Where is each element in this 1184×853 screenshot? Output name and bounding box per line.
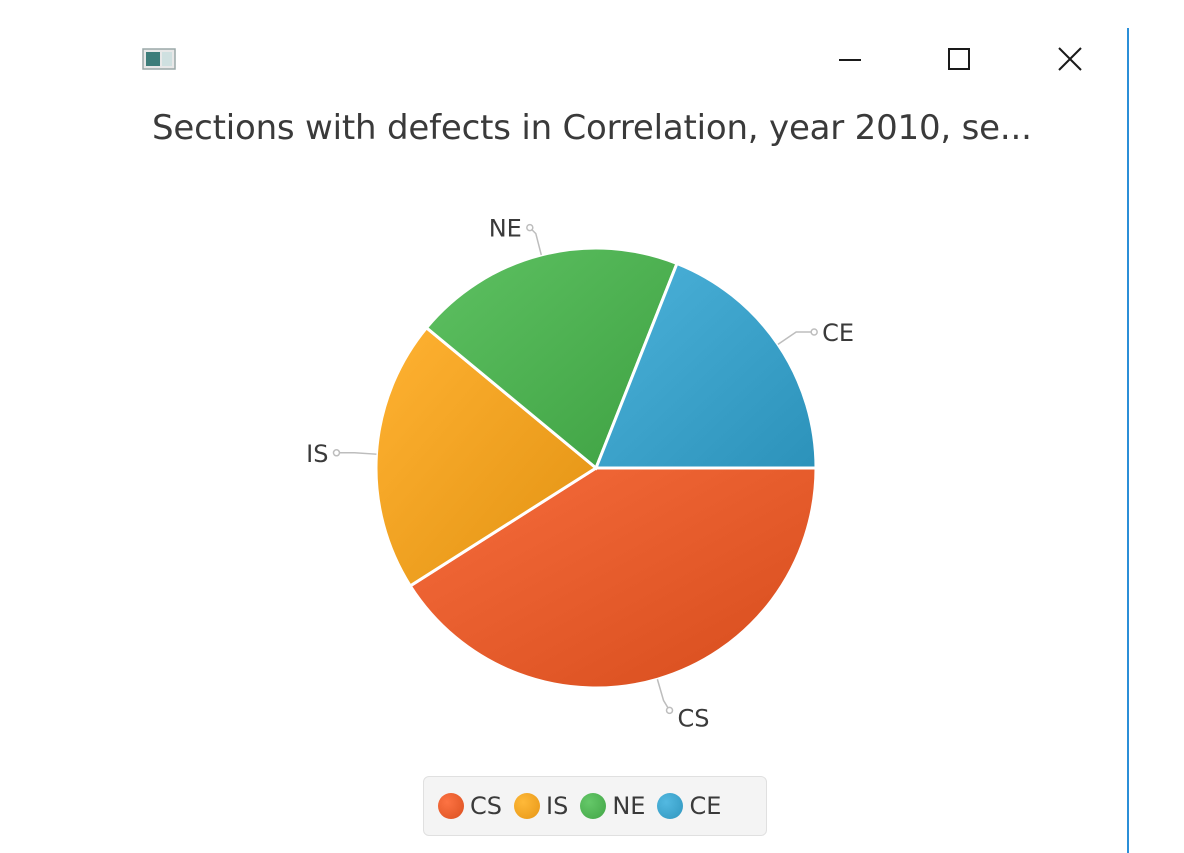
leader-dot (665, 706, 674, 715)
legend-label: NE (612, 792, 646, 820)
leader-line (656, 679, 671, 711)
close-button[interactable] (1040, 34, 1100, 86)
legend-label: CS (470, 792, 502, 820)
legend-item-cs[interactable]: CS (438, 792, 502, 820)
legend-item-is[interactable]: IS (514, 792, 568, 820)
legend-swatch (657, 793, 684, 819)
maximize-button[interactable] (929, 34, 989, 86)
slice-label-cs: CS (656, 679, 710, 732)
legend-label: CE (689, 792, 722, 820)
pie-chart: CS IS NE CE (306, 215, 854, 733)
slice-label-is: IS (306, 440, 377, 468)
slice-label-ne: NE (489, 215, 543, 256)
minimize-icon (839, 59, 861, 61)
legend-swatch (580, 793, 607, 819)
pie-slice-ne[interactable] (424, 246, 679, 471)
leader-line (529, 227, 543, 256)
legend-swatch (438, 793, 464, 819)
chart-legend: CS IS NE CE (423, 776, 767, 836)
leader-line (777, 331, 815, 345)
leader-dot (526, 223, 534, 232)
legend-item-ce[interactable]: CE (657, 792, 721, 820)
window-border (1127, 28, 1129, 853)
slice-label-text: IS (306, 440, 328, 468)
leader-dot (332, 449, 341, 457)
close-icon (1058, 47, 1082, 71)
leader-dot (810, 328, 818, 336)
app-icon (142, 48, 176, 70)
slice-label-text: CS (678, 704, 710, 732)
maximize-icon (948, 48, 970, 70)
slice-label-ce: CE (777, 319, 854, 347)
legend-label: IS (546, 792, 569, 820)
legend-swatch (514, 793, 540, 819)
chart-window: Sections with defects in Correlation, ye… (142, 28, 1129, 853)
slice-label-text: CE (822, 319, 854, 347)
pie-slice-is[interactable] (374, 325, 599, 588)
leader-line (336, 452, 377, 455)
minimize-button[interactable] (820, 34, 880, 86)
chart-title: Sections with defects in Correlation, ye… (152, 108, 1032, 148)
slice-label-text: NE (489, 215, 522, 243)
legend-item-ne[interactable]: NE (580, 792, 645, 820)
